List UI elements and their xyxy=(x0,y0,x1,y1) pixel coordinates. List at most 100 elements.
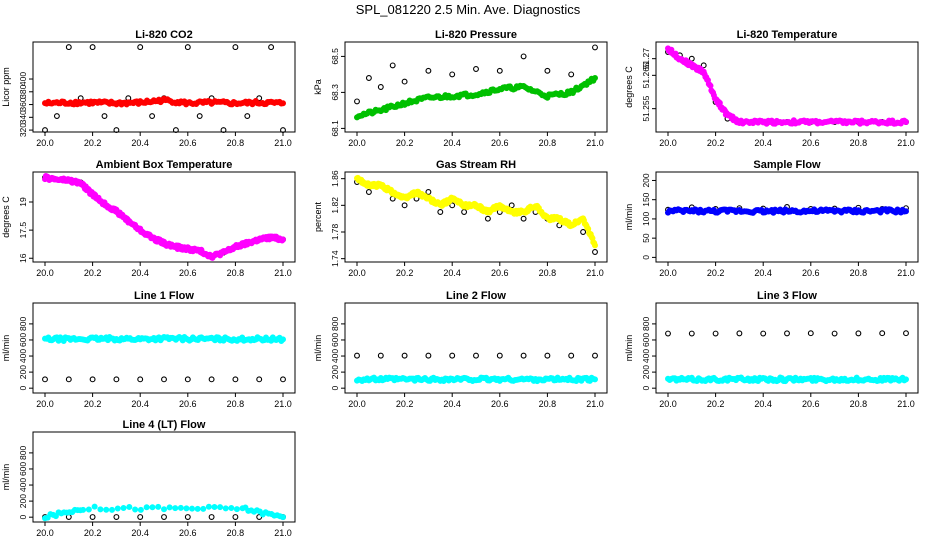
y-tick-label: 68.5 xyxy=(330,48,340,65)
data-point xyxy=(120,504,127,511)
x-tick-label: 20.6 xyxy=(491,399,509,409)
x-tick-label: 20.6 xyxy=(179,138,197,148)
data-point xyxy=(879,330,886,337)
data-point xyxy=(161,376,167,383)
y-tick-label: 19 xyxy=(18,197,28,207)
data-point xyxy=(194,505,201,512)
x-tick-label: 20.2 xyxy=(707,268,725,278)
data-point xyxy=(233,506,240,513)
data-point xyxy=(568,71,575,78)
y-tick-label: 200 xyxy=(330,365,340,379)
plot-frame xyxy=(655,302,919,394)
x-tick-label: 20.8 xyxy=(227,399,245,409)
series-average xyxy=(353,374,599,385)
x-tick-label: 21.0 xyxy=(586,399,604,409)
panel-8: Line 2 Flow ml/min 0 200 400 600 800 20.0 20.2 20… xyxy=(313,290,608,409)
x-tick-label: 20.8 xyxy=(539,138,557,148)
y-axis-label: ml/min xyxy=(624,204,634,231)
panel-title: Line 2 Flow xyxy=(446,290,506,302)
x-tick-label: 21.0 xyxy=(897,268,915,278)
data-point xyxy=(113,376,120,383)
x-tick-label: 20.2 xyxy=(396,138,414,148)
data-point xyxy=(108,506,115,513)
x-tick-label: 20.0 xyxy=(36,399,54,409)
data-point xyxy=(166,504,173,511)
panel-title: Li-820 Pressure xyxy=(435,29,517,41)
x-tick-label: 20.8 xyxy=(539,268,557,278)
data-point xyxy=(220,127,227,134)
x-tick-label: 20.0 xyxy=(659,138,677,148)
y-tick-label: 200 xyxy=(18,365,28,379)
figure-title: SPL_081220 2.5 Min. Ave. Diagnostics xyxy=(356,2,581,17)
data-point xyxy=(831,330,838,337)
data-point xyxy=(160,506,167,513)
y-tick-label: 68.3 xyxy=(330,84,340,101)
data-point xyxy=(425,67,432,74)
data-point xyxy=(200,505,207,512)
y-tick-label: 400 xyxy=(330,349,340,363)
data-point xyxy=(196,113,203,119)
y-tick-label: 100 xyxy=(641,212,651,226)
data-point xyxy=(855,330,862,337)
panel-9: Line 3 Flow ml/min 0 200 400 600 800 20.0 20.2 20… xyxy=(624,290,919,409)
data-point xyxy=(228,505,235,512)
panel-4: Ambient Box Temperature degrees C 16 17.5 19… xyxy=(1,159,296,278)
x-tick-label: 20.0 xyxy=(659,399,677,409)
panel-title: Line 3 Flow xyxy=(757,290,817,302)
x-tick-label: 21.0 xyxy=(274,268,292,278)
y-tick-label: 0 xyxy=(18,515,28,520)
data-point xyxy=(449,202,456,209)
series-average xyxy=(665,206,910,216)
data-point xyxy=(449,71,456,78)
y-tick-label: 360 xyxy=(18,97,28,111)
data-point xyxy=(389,62,396,69)
data-point xyxy=(784,330,790,337)
x-tick-label: 21.0 xyxy=(897,138,915,148)
panel-10: Line 4 (LT) Flow ml/min 0 200 400 600 800 20.0 2… xyxy=(1,419,296,538)
plot-frame xyxy=(344,302,608,394)
y-tick-label: 400 xyxy=(641,349,651,363)
series-average xyxy=(665,374,910,385)
data-point xyxy=(172,505,179,512)
data-point xyxy=(903,208,910,215)
data-point xyxy=(222,505,229,512)
panel-title: Ambient Box Temperature xyxy=(96,159,233,171)
x-tick-label: 20.8 xyxy=(850,268,868,278)
series-average xyxy=(353,174,599,249)
x-tick-label: 20.8 xyxy=(850,138,868,148)
data-point xyxy=(217,504,224,511)
x-tick-label: 20.6 xyxy=(491,268,509,278)
data-point xyxy=(401,78,408,85)
series-average xyxy=(42,334,286,345)
x-tick-label: 20.2 xyxy=(396,268,414,278)
data-point xyxy=(137,376,144,383)
panel-2: Li-820 Pressure kPa 68.1 68.3 68.5 20.0 20.2 20… xyxy=(313,29,608,148)
data-point xyxy=(137,506,144,513)
x-tick-label: 20.8 xyxy=(539,399,557,409)
x-tick-label: 20.4 xyxy=(131,399,149,409)
data-point xyxy=(280,127,286,134)
x-tick-label: 20.0 xyxy=(36,138,54,148)
y-axis-label: degrees C xyxy=(624,66,634,108)
data-point xyxy=(377,352,384,359)
data-point xyxy=(496,352,503,359)
data-point xyxy=(155,503,162,510)
data-point xyxy=(177,504,184,511)
x-tick-label: 20.2 xyxy=(84,399,102,409)
plot-frame xyxy=(32,171,296,263)
series-sample xyxy=(665,49,909,125)
data-point xyxy=(232,376,239,383)
y-tick-label: 50 xyxy=(641,233,651,243)
y-tick-label: 800 xyxy=(330,317,340,331)
panel-title: Sample Flow xyxy=(753,159,821,171)
y-axis-label: ml/min xyxy=(1,335,11,362)
data-point xyxy=(208,376,215,383)
data-point xyxy=(256,95,263,102)
x-tick-label: 20.4 xyxy=(131,138,149,148)
y-tick-label: 600 xyxy=(330,333,340,347)
data-point xyxy=(592,376,599,383)
data-point xyxy=(760,330,767,337)
y-axis-label: percent xyxy=(313,201,323,232)
x-tick-label: 20.2 xyxy=(396,399,414,409)
data-point xyxy=(354,352,360,359)
